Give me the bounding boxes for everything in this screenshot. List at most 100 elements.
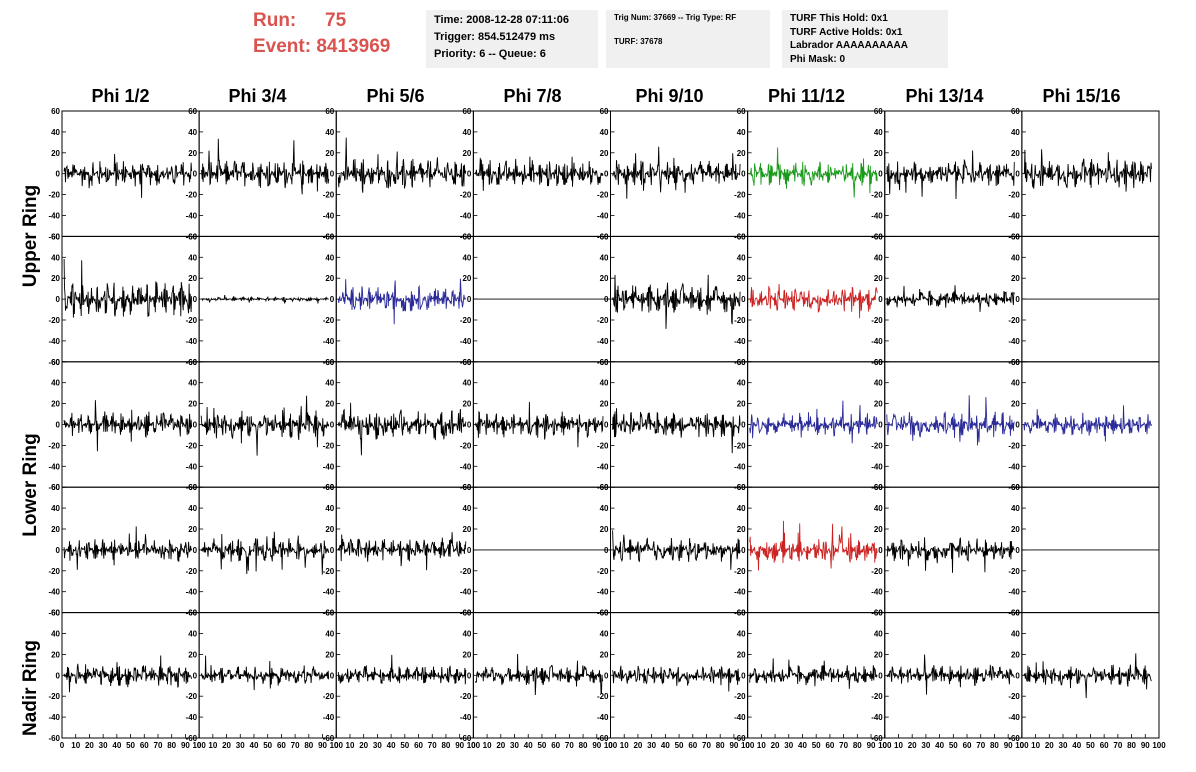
y-tick-label: 60 [51,609,60,618]
x-tick-label: 20 [908,741,917,750]
waveform-trace [612,665,741,692]
x-tick-label: 10 [620,741,629,750]
y-tick-label: -20 [186,441,198,450]
x-tick-label: 100 [604,741,618,750]
y-tick-label: -60 [597,734,609,743]
y-tick-label: -40 [323,212,335,221]
y-tick-label: -20 [48,692,60,701]
x-tick-label: 70 [976,741,985,750]
y-tick-label: -20 [48,316,60,325]
event-value: 8413969 [316,36,391,57]
x-tick-label: 90 [181,741,190,750]
y-tick-label: 20 [188,400,197,409]
run-label: Run: [253,10,297,31]
y-tick-label: 20 [51,650,60,659]
x-tick-label: 30 [510,741,519,750]
y-tick-label: -40 [460,212,472,221]
y-tick-label: 40 [188,379,197,388]
y-tick-label: 60 [737,609,746,618]
y-tick-label: -40 [871,212,883,221]
waveform-trace [201,294,329,304]
waveform-trace [886,537,1015,573]
x-tick-label: 100 [467,741,481,750]
column-title-phi-5-6: Phi 5/6 [366,86,425,106]
x-tick-label: 70 [428,741,437,750]
y-tick-label: 40 [737,379,746,388]
waveform-trace [612,530,741,570]
x-tick-label: 40 [524,741,533,750]
y-tick-label: -40 [460,462,472,471]
y-tick-label: -60 [48,483,60,492]
x-tick-label: 10 [71,741,80,750]
y-tick-label: -60 [48,734,60,743]
x-tick-label: 10 [894,741,903,750]
y-tick-label: 40 [51,128,60,137]
y-tick-label: 0 [56,671,61,680]
y-tick-label: -40 [597,337,609,346]
y-tick-label: 60 [462,107,471,116]
y-tick-label: -20 [323,692,335,701]
y-tick-label: 0 [1015,170,1020,179]
y-tick-label: 60 [600,232,609,241]
x-tick-label: 80 [853,741,862,750]
column-title-phi-1-2: Phi 1/2 [91,86,150,106]
y-tick-label: -40 [1008,462,1020,471]
y-tick-label: 60 [600,107,609,116]
y-tick-label: -20 [460,441,472,450]
y-tick-label: -20 [1008,567,1020,576]
y-tick-label: -40 [597,588,609,597]
x-tick-label: 80 [716,741,725,750]
y-tick-label: 0 [1015,421,1020,430]
y-tick-label: 0 [467,546,472,555]
y-tick-label: -20 [871,441,883,450]
x-tick-label: 90 [455,741,464,750]
waveform-trace [337,402,467,456]
y-tick-label: 60 [325,107,334,116]
y-tick-label: -60 [871,734,883,743]
x-tick-label: 30 [647,741,656,750]
x-tick-label: 70 [154,741,163,750]
y-tick-label: 40 [874,504,883,513]
y-tick-label: 40 [1011,253,1020,262]
y-tick-label: 60 [874,107,883,116]
y-tick-label: 40 [737,128,746,137]
waveform-trace [612,146,741,199]
time-line: Time: 2008-12-28 07:11:06 [434,14,569,26]
y-tick-label: 40 [188,504,197,513]
x-tick-label: 40 [661,741,670,750]
y-tick-label: 0 [878,546,883,555]
waveform-trace [749,283,878,319]
x-tick-label: 10 [483,741,492,750]
y-tick-label: 0 [467,671,472,680]
column-title-phi-3-4: Phi 3/4 [228,86,287,106]
x-tick-label: 90 [729,741,738,750]
x-tick-label: 10 [757,741,766,750]
x-tick-label: 100 [1015,741,1029,750]
y-tick-label: 60 [51,232,60,241]
y-tick-label: 0 [56,546,61,555]
y-tick-label: -40 [734,337,746,346]
y-tick-label: 40 [188,128,197,137]
y-tick-label: 60 [874,483,883,492]
y-tick-label: 60 [737,483,746,492]
y-tick-label: 60 [874,232,883,241]
x-tick-label: 100 [741,741,755,750]
waveform-trace [200,138,330,195]
x-tick-label: 90 [318,741,327,750]
y-tick-label: 0 [467,421,472,430]
y-tick-label: 60 [737,358,746,367]
y-tick-label: -40 [48,588,60,597]
waveform-trace [337,532,467,571]
y-tick-label: -40 [1008,713,1020,722]
waveform-trace [337,278,467,325]
y-tick-label: -40 [871,588,883,597]
y-tick-label: 20 [1011,400,1020,409]
y-tick-label: 40 [462,379,471,388]
x-tick-label: 0 [197,741,202,750]
x-tick-label: 30 [921,741,930,750]
waveform-trace [474,653,604,696]
y-tick-label: -20 [460,191,472,200]
y-tick-label: 40 [51,504,60,513]
y-tick-label: 0 [604,546,609,555]
waveform-trace [200,655,330,691]
